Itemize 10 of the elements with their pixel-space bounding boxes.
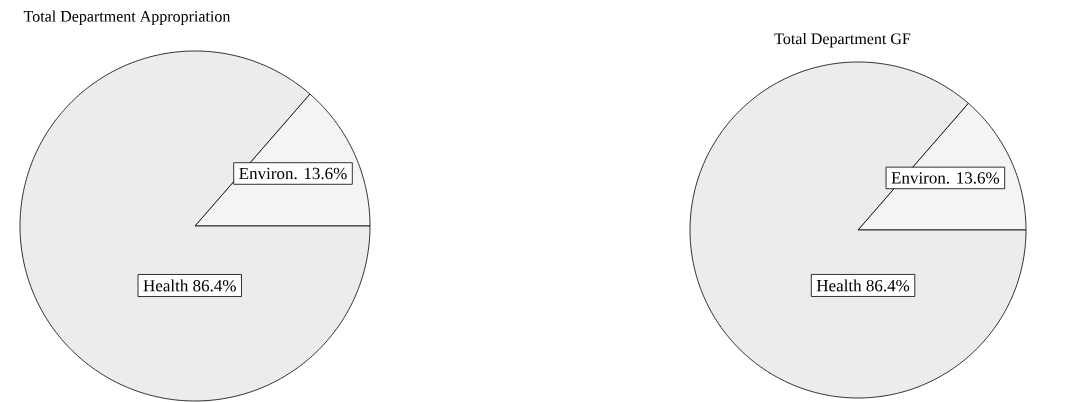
data-label: 86.4% bbox=[866, 279, 910, 292]
data-label: 13.6% bbox=[304, 167, 347, 180]
chart-title: Total Department GF bbox=[774, 32, 911, 48]
data-label: 13.6% bbox=[957, 172, 1000, 184]
data-label: 86.4% bbox=[193, 279, 236, 292]
chart-title: Total Department Appropriation bbox=[23, 10, 231, 25]
slice-label: Health bbox=[816, 279, 862, 292]
slice-label: Environ. bbox=[239, 167, 297, 180]
slice-label: Environ. bbox=[891, 172, 949, 184]
slice-label: Health bbox=[143, 279, 189, 292]
